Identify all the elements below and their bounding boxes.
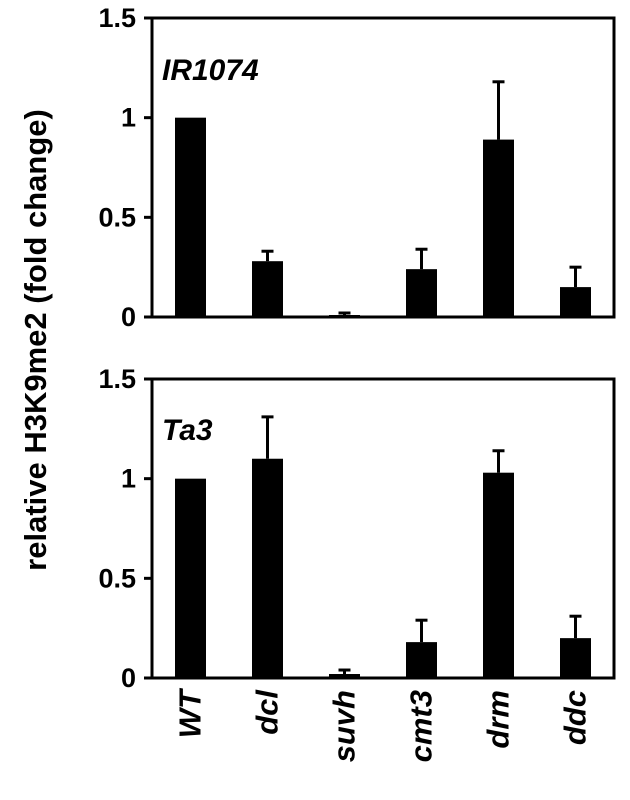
x-axis-category-labels: WT dcl suvh cmt3 drm ddc <box>173 687 593 762</box>
bar-wt <box>175 478 206 678</box>
bar-cmt3 <box>406 269 437 317</box>
x-category-label: WT <box>173 687 208 738</box>
y-tick-label: 0.5 <box>98 563 136 593</box>
bar-dcl <box>252 261 283 317</box>
x-category-label: cmt3 <box>404 690 439 762</box>
panel-label-ir1074: IR1074 <box>162 54 259 87</box>
bar-suvh <box>329 674 360 678</box>
bar-drm <box>483 472 514 678</box>
x-category-label: drm <box>481 690 516 749</box>
y-tick-label: 1.5 <box>98 3 136 33</box>
plot-frame <box>150 377 616 680</box>
bar-suvh <box>329 315 360 317</box>
x-category-label: suvh <box>327 690 362 762</box>
y-tick-label: 0.5 <box>98 202 136 232</box>
bar-ddc <box>560 287 591 317</box>
x-category-label: ddc <box>558 690 593 745</box>
x-category-label: dcl <box>250 689 285 735</box>
bar-dcl <box>252 458 283 678</box>
panel-ta3: Ta3 0 0.5 1 1.5 <box>98 364 616 693</box>
y-tick-label: 1 <box>121 464 136 494</box>
y-tick-label: 1 <box>121 103 136 133</box>
bar-drm <box>483 139 514 317</box>
y-tick-label: 0 <box>121 663 136 693</box>
bar-ddc <box>560 638 591 678</box>
plot-frame <box>150 16 616 319</box>
bar-cmt3 <box>406 642 437 678</box>
y-tick-label: 0 <box>121 302 136 332</box>
panel-ir1074: IR1074 0 0.5 1 1.5 <box>98 3 616 332</box>
panel-label-ta3: Ta3 <box>162 414 213 447</box>
y-axis-label-text: relative H3K9me2 (fold change) <box>18 109 53 571</box>
y-axis-label: relative H3K9me2 (fold change) <box>18 109 53 571</box>
y-tick-label: 1.5 <box>98 364 136 394</box>
bar-wt <box>175 117 206 318</box>
